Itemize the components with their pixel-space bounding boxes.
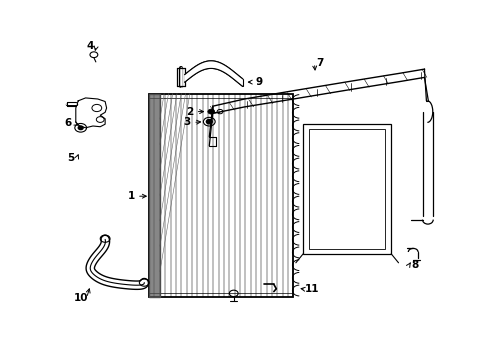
Text: 10: 10 <box>73 293 88 303</box>
Text: 7: 7 <box>316 58 324 68</box>
Text: 2: 2 <box>186 107 193 117</box>
Text: 3: 3 <box>183 117 190 127</box>
Text: 9: 9 <box>255 77 262 87</box>
Bar <box>149 94 293 297</box>
Bar <box>149 94 160 297</box>
Text: 6: 6 <box>65 118 72 128</box>
Polygon shape <box>184 61 242 86</box>
Text: 8: 8 <box>410 260 417 270</box>
Circle shape <box>207 109 214 114</box>
Circle shape <box>78 126 83 130</box>
Text: 11: 11 <box>304 284 319 294</box>
Text: 5: 5 <box>67 153 74 163</box>
Text: 1: 1 <box>127 191 134 201</box>
Bar <box>303 124 390 254</box>
Circle shape <box>206 120 212 124</box>
Polygon shape <box>149 94 160 297</box>
Text: 4: 4 <box>86 41 94 51</box>
Bar <box>308 129 385 249</box>
